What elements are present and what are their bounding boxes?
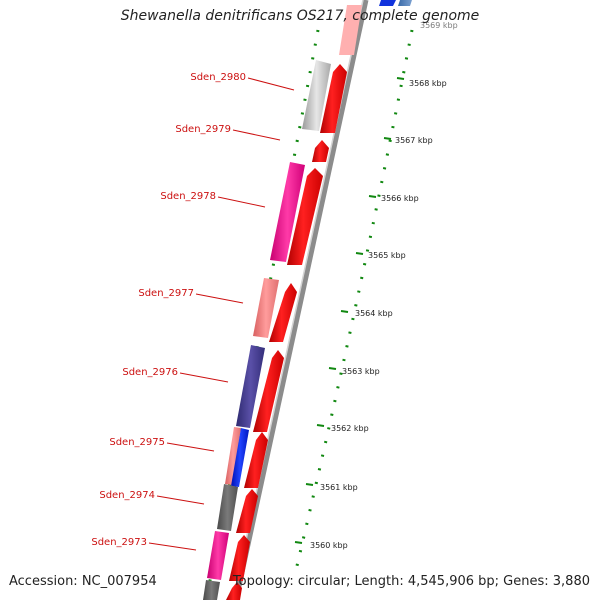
scale-label: 3566 kbp bbox=[381, 194, 419, 203]
gene-block-sden-2978[interactable] bbox=[270, 162, 305, 262]
gene-label[interactable]: Sden_2973 bbox=[91, 537, 147, 548]
genome-backbone bbox=[233, 0, 369, 600]
scale-labels: 3568 kbp 3567 kbp 3566 kbp 3565 kbp 3564… bbox=[310, 79, 447, 550]
gene-label[interactable]: Sden_2976 bbox=[122, 367, 178, 378]
cds-arrow[interactable] bbox=[312, 140, 329, 162]
scale-label: 3567 kbp bbox=[395, 136, 433, 145]
cds-arrow[interactable] bbox=[253, 350, 284, 432]
gene-label[interactable]: Sden_2979 bbox=[175, 124, 231, 135]
gene-label[interactable]: Sden_2975 bbox=[109, 437, 165, 448]
gene-label[interactable]: Sden_2978 bbox=[160, 191, 216, 202]
scale-ticks bbox=[294, 77, 405, 544]
gene-block-bottom[interactable] bbox=[203, 580, 220, 600]
gene-label-leaders bbox=[148, 77, 295, 551]
gene-block-top-steel[interactable] bbox=[398, 0, 412, 6]
gene-block-sden-2980[interactable] bbox=[302, 60, 331, 131]
gene-block-sden-2974[interactable] bbox=[217, 484, 238, 531]
scale-label: 3564 kbp bbox=[355, 309, 393, 318]
scale-label-partial: 3569 kbp bbox=[420, 21, 458, 30]
scale-label: 3565 kbp bbox=[368, 251, 406, 260]
gene-block-sden-2977[interactable] bbox=[253, 278, 279, 338]
cds-arrow[interactable] bbox=[244, 432, 268, 488]
scale-label: 3563 kbp bbox=[342, 367, 380, 376]
scale-label: 3568 kbp bbox=[409, 79, 447, 88]
cds-arrow[interactable] bbox=[236, 489, 258, 533]
cds-arrow[interactable] bbox=[226, 582, 242, 600]
gene-label[interactable]: Sden_2980 bbox=[190, 72, 246, 83]
cds-arrow[interactable] bbox=[269, 283, 297, 342]
topology-label: Topology: circular; Length: 4,545,906 bp… bbox=[232, 574, 590, 589]
map-title: Shewanella denitrificans OS217, complete… bbox=[120, 8, 480, 24]
gene-labels: Sden_2980 Sden_2979 Sden_2978 Sden_2977 … bbox=[91, 72, 246, 548]
gene-label[interactable]: Sden_2974 bbox=[99, 490, 155, 501]
gene-block-top-blue[interactable] bbox=[379, 0, 396, 6]
gene-block-sden-2973[interactable] bbox=[207, 531, 229, 580]
accession-label: Accession: NC_007954 bbox=[9, 574, 157, 589]
gene-label[interactable]: Sden_2977 bbox=[138, 288, 194, 299]
cds-arrow[interactable] bbox=[229, 535, 250, 581]
gene-block-sden-2976[interactable] bbox=[236, 345, 265, 428]
scale-label: 3561 kbp bbox=[320, 483, 358, 492]
reverse-cds-track bbox=[203, 60, 331, 600]
scale-label: 3560 kbp bbox=[310, 541, 348, 550]
cds-arrow[interactable] bbox=[320, 64, 347, 133]
gene-block-sden-2975-b[interactable] bbox=[231, 428, 249, 487]
gene-block-sden-2975-a[interactable] bbox=[225, 427, 241, 485]
forward-cds-track bbox=[226, 5, 362, 600]
cds-arrow[interactable] bbox=[287, 168, 323, 265]
cds-arrow[interactable] bbox=[339, 5, 362, 55]
scale-label: 3562 kbp bbox=[331, 424, 369, 433]
